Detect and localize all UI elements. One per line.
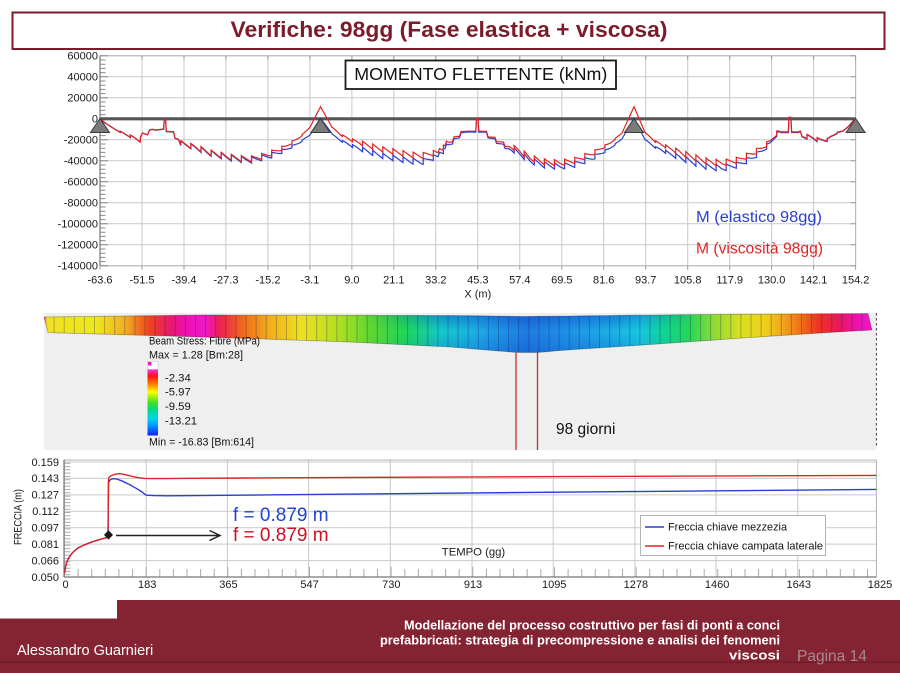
svg-text:-5.97: -5.97 bbox=[165, 387, 191, 399]
svg-text:-40000: -40000 bbox=[64, 156, 98, 168]
svg-text:0.159: 0.159 bbox=[31, 457, 59, 469]
svg-text:0: 0 bbox=[92, 114, 98, 126]
svg-text:0.066: 0.066 bbox=[31, 555, 59, 567]
svg-text:0.097: 0.097 bbox=[31, 523, 59, 535]
svg-text:547: 547 bbox=[300, 579, 318, 591]
svg-text:20000: 20000 bbox=[67, 93, 98, 105]
svg-text:MOMENTO FLETTENTE (kNm): MOMENTO FLETTENTE (kNm) bbox=[354, 64, 607, 84]
svg-text:913: 913 bbox=[464, 579, 482, 591]
svg-text:-20000: -20000 bbox=[64, 135, 98, 147]
svg-text:1825: 1825 bbox=[868, 579, 892, 591]
svg-text:viscosi: viscosi bbox=[729, 648, 780, 663]
svg-text:-13.21: -13.21 bbox=[165, 415, 197, 427]
svg-text:-51.5: -51.5 bbox=[129, 275, 154, 287]
svg-text:0.081: 0.081 bbox=[31, 539, 59, 551]
svg-text:X (m): X (m) bbox=[464, 289, 491, 301]
svg-text:60000: 60000 bbox=[67, 51, 98, 63]
svg-text:0.112: 0.112 bbox=[32, 506, 59, 518]
svg-text:57.4: 57.4 bbox=[509, 275, 530, 287]
svg-text:M (viscosità 98gg): M (viscosità 98gg) bbox=[696, 241, 823, 258]
svg-text:21.1: 21.1 bbox=[383, 275, 404, 287]
svg-text:69.5: 69.5 bbox=[551, 275, 572, 287]
svg-text:1643: 1643 bbox=[787, 579, 811, 591]
svg-text:Alessandro Guarnieri: Alessandro Guarnieri bbox=[17, 643, 153, 659]
svg-text:Freccia chiave mezzezia: Freccia chiave mezzezia bbox=[668, 522, 788, 534]
svg-text:-27.3: -27.3 bbox=[213, 275, 238, 287]
svg-text:154.2: 154.2 bbox=[842, 275, 870, 287]
svg-text:0: 0 bbox=[62, 579, 68, 591]
svg-text:117.9: 117.9 bbox=[716, 275, 743, 287]
svg-text:365: 365 bbox=[219, 579, 237, 591]
svg-text:40000: 40000 bbox=[67, 72, 98, 84]
svg-text:33.2: 33.2 bbox=[425, 275, 446, 287]
svg-text:Pagina 14: Pagina 14 bbox=[797, 648, 867, 665]
svg-text:-100000: -100000 bbox=[58, 219, 98, 231]
svg-text:-39.4: -39.4 bbox=[171, 275, 196, 287]
svg-text:Beam Stress: Fibre (MPa): Beam Stress: Fibre (MPa) bbox=[149, 336, 260, 348]
svg-text:Freccia chiave campata lateral: Freccia chiave campata laterale bbox=[668, 541, 823, 553]
svg-text:45.3: 45.3 bbox=[467, 275, 488, 287]
svg-text:1278: 1278 bbox=[624, 579, 648, 591]
svg-text:TEMPO (gg): TEMPO (gg) bbox=[442, 547, 506, 559]
svg-text:0.050: 0.050 bbox=[31, 572, 59, 584]
svg-text:f = 0.879 m: f = 0.879 m bbox=[233, 505, 329, 526]
svg-text:-120000: -120000 bbox=[58, 240, 98, 252]
svg-text:9.0: 9.0 bbox=[344, 275, 359, 287]
svg-text:0.127: 0.127 bbox=[31, 490, 59, 502]
svg-text:-2.34: -2.34 bbox=[165, 373, 191, 385]
svg-text:Min = -16.83 [Bm:614]: Min = -16.83 [Bm:614] bbox=[149, 437, 254, 449]
svg-text:-3.1: -3.1 bbox=[300, 275, 319, 287]
svg-text:105.8: 105.8 bbox=[674, 275, 702, 287]
svg-text:f = 0.879 m: f = 0.879 m bbox=[233, 525, 329, 546]
svg-text:prefabbricati: strategia di pr: prefabbricati: strategia di precompressi… bbox=[380, 633, 780, 648]
svg-text:183: 183 bbox=[138, 579, 156, 591]
svg-text:0.143: 0.143 bbox=[31, 473, 59, 485]
svg-text:1460: 1460 bbox=[705, 579, 729, 591]
svg-text:Modellazione del processo cost: Modellazione del processo costruttivo pe… bbox=[404, 618, 780, 633]
svg-text:M (elastico 98gg): M (elastico 98gg) bbox=[696, 209, 822, 226]
svg-text:142.1: 142.1 bbox=[800, 275, 828, 287]
svg-text:FRECCIA (m): FRECCIA (m) bbox=[13, 489, 25, 545]
svg-text:730: 730 bbox=[382, 579, 400, 591]
svg-text:Max = 1.28 [Bm:28]: Max = 1.28 [Bm:28] bbox=[149, 350, 243, 362]
svg-text:93.7: 93.7 bbox=[635, 275, 656, 287]
svg-text:-9.59: -9.59 bbox=[165, 401, 191, 413]
svg-text:130.0: 130.0 bbox=[758, 275, 786, 287]
svg-text:-60000: -60000 bbox=[64, 177, 98, 189]
svg-text:-63.6: -63.6 bbox=[87, 275, 112, 287]
svg-text:81.6: 81.6 bbox=[593, 275, 614, 287]
svg-text:Verifiche: 98gg (Fase elastica: Verifiche: 98gg (Fase elastica + viscosa… bbox=[231, 17, 668, 42]
svg-text:-140000: -140000 bbox=[58, 261, 98, 273]
svg-text:1095: 1095 bbox=[542, 579, 566, 591]
svg-text:98 giorni: 98 giorni bbox=[556, 421, 615, 438]
svg-text:-80000: -80000 bbox=[64, 198, 98, 210]
svg-text:-15.2: -15.2 bbox=[255, 275, 280, 287]
